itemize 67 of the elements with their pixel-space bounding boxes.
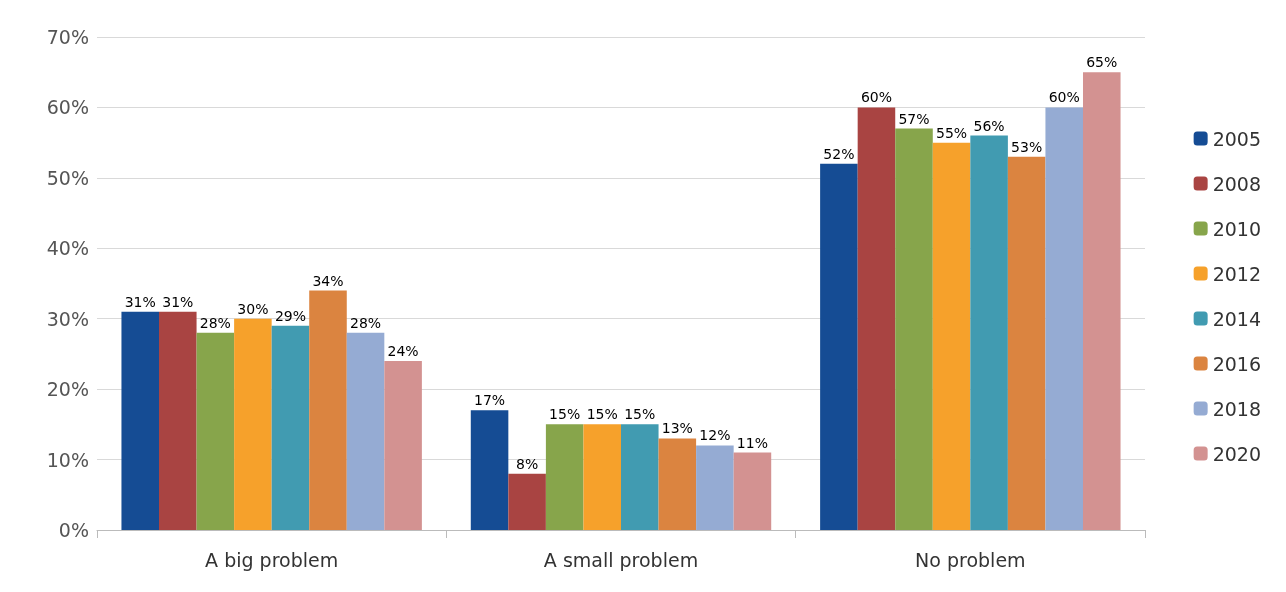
x-tick-label: No problem [915,548,1026,571]
data-label: 53% [1011,138,1043,155]
bar [621,424,659,530]
bar [234,318,272,530]
y-tick-label: 30% [46,307,89,330]
bar [159,311,197,530]
y-tick-label: 0% [58,519,89,541]
bar [508,473,546,530]
bar [658,438,697,530]
bar [583,424,621,530]
legend-label: 2012 [1212,262,1262,285]
x-tick-label: A big problem [205,548,339,571]
data-label: 15% [624,406,656,423]
bar [309,290,347,530]
y-tick-label: 60% [46,96,89,119]
bar [196,332,235,530]
bar [346,332,385,530]
data-label: 65% [1086,54,1118,71]
data-label: 13% [661,420,693,437]
data-label: 29% [274,307,307,324]
bar [1045,107,1083,530]
data-label: 57% [898,110,930,127]
legend-label: 2005 [1212,127,1262,150]
bar [932,142,971,530]
bar [696,445,734,530]
y-tick-label: 70% [46,26,89,48]
data-label: 52% [823,145,855,162]
data-label: 11% [736,434,768,451]
legend-label: 2016 [1212,352,1262,375]
legend-label: 2014 [1212,307,1262,330]
data-label: 60% [1048,89,1080,106]
legend-label: 2010 [1212,217,1262,240]
data-label: 24% [387,342,419,359]
bar [857,107,896,530]
data-label: 30% [237,300,269,317]
data-label: 34% [312,272,344,289]
legend-label: 2018 [1212,397,1262,420]
data-label: 31% [162,293,194,310]
data-label: 15% [549,406,581,423]
data-label: 15% [586,406,618,423]
legend-label: 2008 [1212,172,1262,195]
data-label: 56% [973,117,1005,134]
bar [733,452,772,530]
bar [271,325,310,530]
bar [895,128,933,530]
bar [545,424,584,530]
bar [970,135,1008,530]
data-label: 28% [199,314,231,331]
data-label: 28% [349,314,382,331]
y-tick-label: 10% [46,448,89,471]
data-label: 31% [124,293,156,310]
data-label: 55% [935,124,968,141]
x-tick-label: A small problem [543,548,699,571]
bar [1007,156,1046,530]
bar [121,311,160,530]
data-label: 60% [860,89,893,106]
data-label: 12% [699,427,731,444]
y-tick-label: 50% [46,166,89,189]
bar [1082,72,1121,530]
bar [384,360,422,530]
data-label: 17% [474,392,506,409]
bar [470,410,509,530]
y-tick-label: 20% [46,378,89,401]
legend-label: 2020 [1212,442,1262,465]
data-label: 8% [516,455,539,472]
bar [820,163,858,530]
y-tick-label: 40% [46,237,89,260]
